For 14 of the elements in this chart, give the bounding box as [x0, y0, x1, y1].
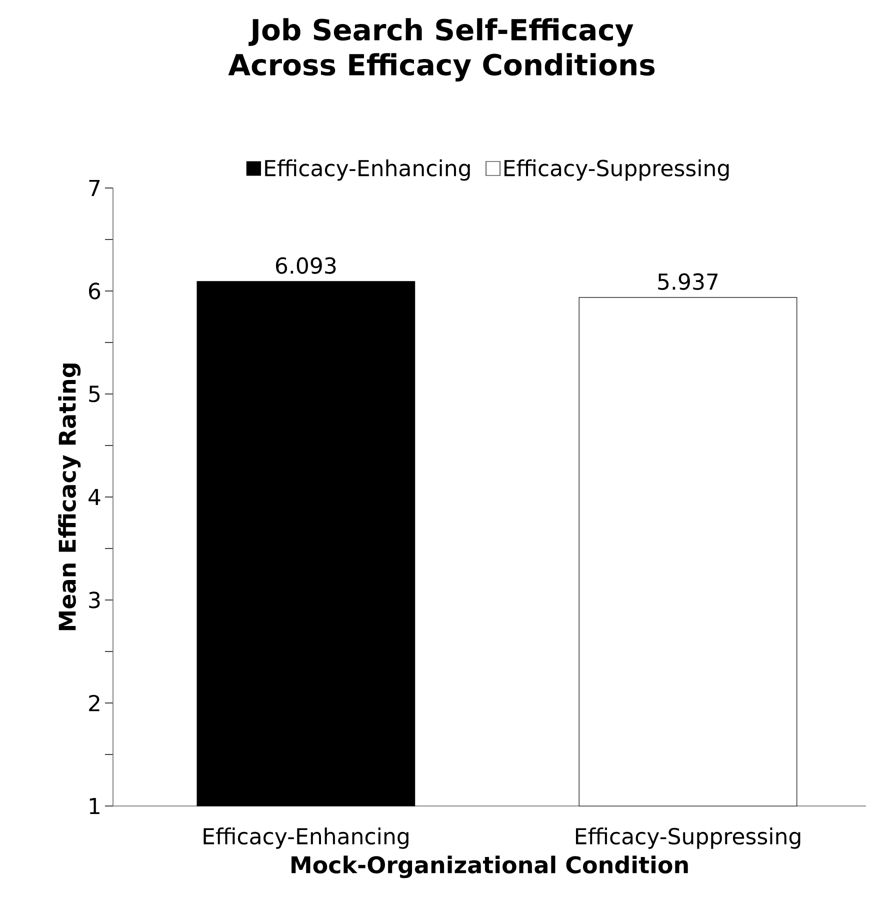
- y-tick-label: 7: [89, 180, 100, 196]
- y-axis-title: Mean Efficacy Rating: [58, 364, 81, 630]
- data-label: 5.937: [658, 273, 718, 290]
- legend-label: Efficacy-Suppressing: [504, 159, 729, 181]
- x-axis-title: Mock-Organizational Condition: [292, 856, 688, 878]
- y-tick-label: 1: [90, 798, 100, 814]
- y-tick-label: 5: [89, 386, 100, 402]
- data-label: 6.093: [276, 257, 336, 274]
- y-tick-label: 4: [88, 488, 100, 506]
- y-tick-label: 6: [89, 282, 100, 300]
- y-tick-label: 2: [89, 694, 100, 712]
- y-tick-label: 3: [89, 592, 100, 608]
- chart-title: Job Search Self-Efficacy Across Efficacy Conditions: [228, 18, 655, 82]
- legend-label: Efficacy-Enhancing: [265, 159, 470, 181]
